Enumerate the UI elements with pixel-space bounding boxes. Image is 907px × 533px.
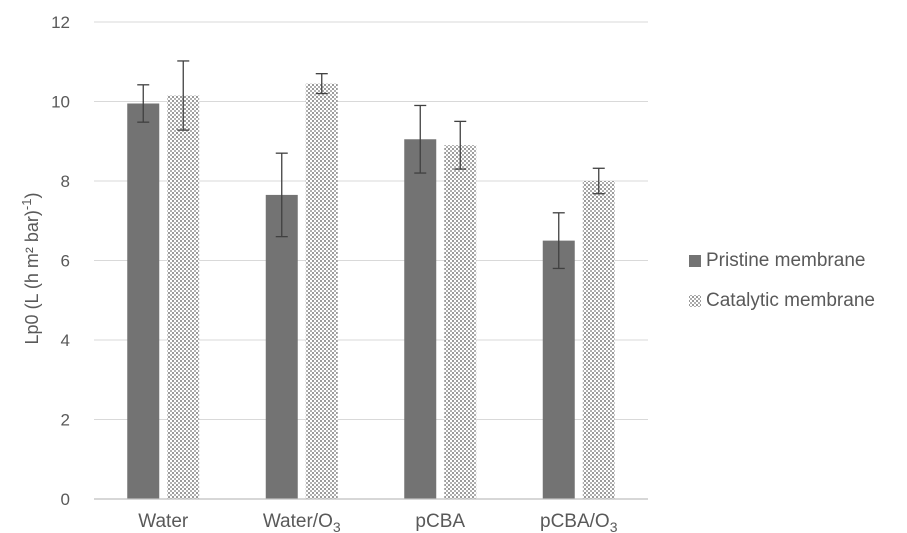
legend-swatch — [689, 255, 701, 267]
error-bars — [137, 60, 605, 270]
error-bar-catalytic-1 — [315, 73, 328, 95]
legend-item-pristine: Pristine membrane — [689, 250, 865, 271]
error-bar-catalytic-3 — [592, 167, 605, 195]
bars — [127, 83, 615, 500]
x-category-label: Water — [138, 511, 189, 532]
y-tick-label: 6 — [61, 252, 70, 271]
y-tick-label: 2 — [61, 411, 70, 430]
error-bar-catalytic-0 — [177, 60, 190, 131]
y-tick-label: 10 — [51, 93, 70, 112]
error-bar-pristine-3 — [552, 212, 565, 270]
y-axis-title: Lp0 (L (h m² bar)-1) — [19, 193, 42, 345]
bar-catalytic-3 — [582, 181, 615, 499]
error-bar-catalytic-2 — [454, 120, 467, 170]
x-category-label: pCBA/O3 — [540, 511, 618, 533]
bar-pristine-0 — [127, 103, 160, 500]
error-bar-pristine-2 — [414, 104, 427, 174]
bar-catalytic-0 — [167, 95, 200, 499]
legend-label: Pristine membrane — [706, 250, 865, 271]
x-category-label: pCBA — [415, 511, 465, 532]
y-tick-label: 4 — [61, 331, 70, 350]
y-axis-ticks: 0 2 4 6 8 10 12 — [51, 13, 70, 509]
y-tick-label: 8 — [61, 172, 70, 191]
error-bar-pristine-1 — [275, 152, 288, 238]
legend-item-catalytic: Catalytic membrane — [689, 290, 875, 311]
error-bar-pristine-0 — [137, 84, 150, 123]
legend-label: Catalytic membrane — [706, 290, 875, 311]
bar-catalytic-1 — [305, 83, 338, 500]
x-category-label: Water/O3 — [263, 511, 341, 533]
y-axis-label: Lp0 (L (h m² bar)-1) — [19, 193, 42, 345]
bar-pristine-2 — [404, 139, 437, 499]
legend: Pristine membrane Catalytic membrane — [689, 250, 875, 311]
bar-catalytic-2 — [444, 145, 477, 499]
x-axis-categories: Water Water/O3 pCBA pCBA/O3 — [138, 511, 617, 533]
y-tick-label: 12 — [51, 13, 70, 32]
bar-pristine-1 — [265, 194, 298, 499]
y-tick-label: 0 — [61, 490, 70, 509]
legend-swatch — [689, 295, 701, 307]
bar-pristine-3 — [542, 240, 575, 499]
